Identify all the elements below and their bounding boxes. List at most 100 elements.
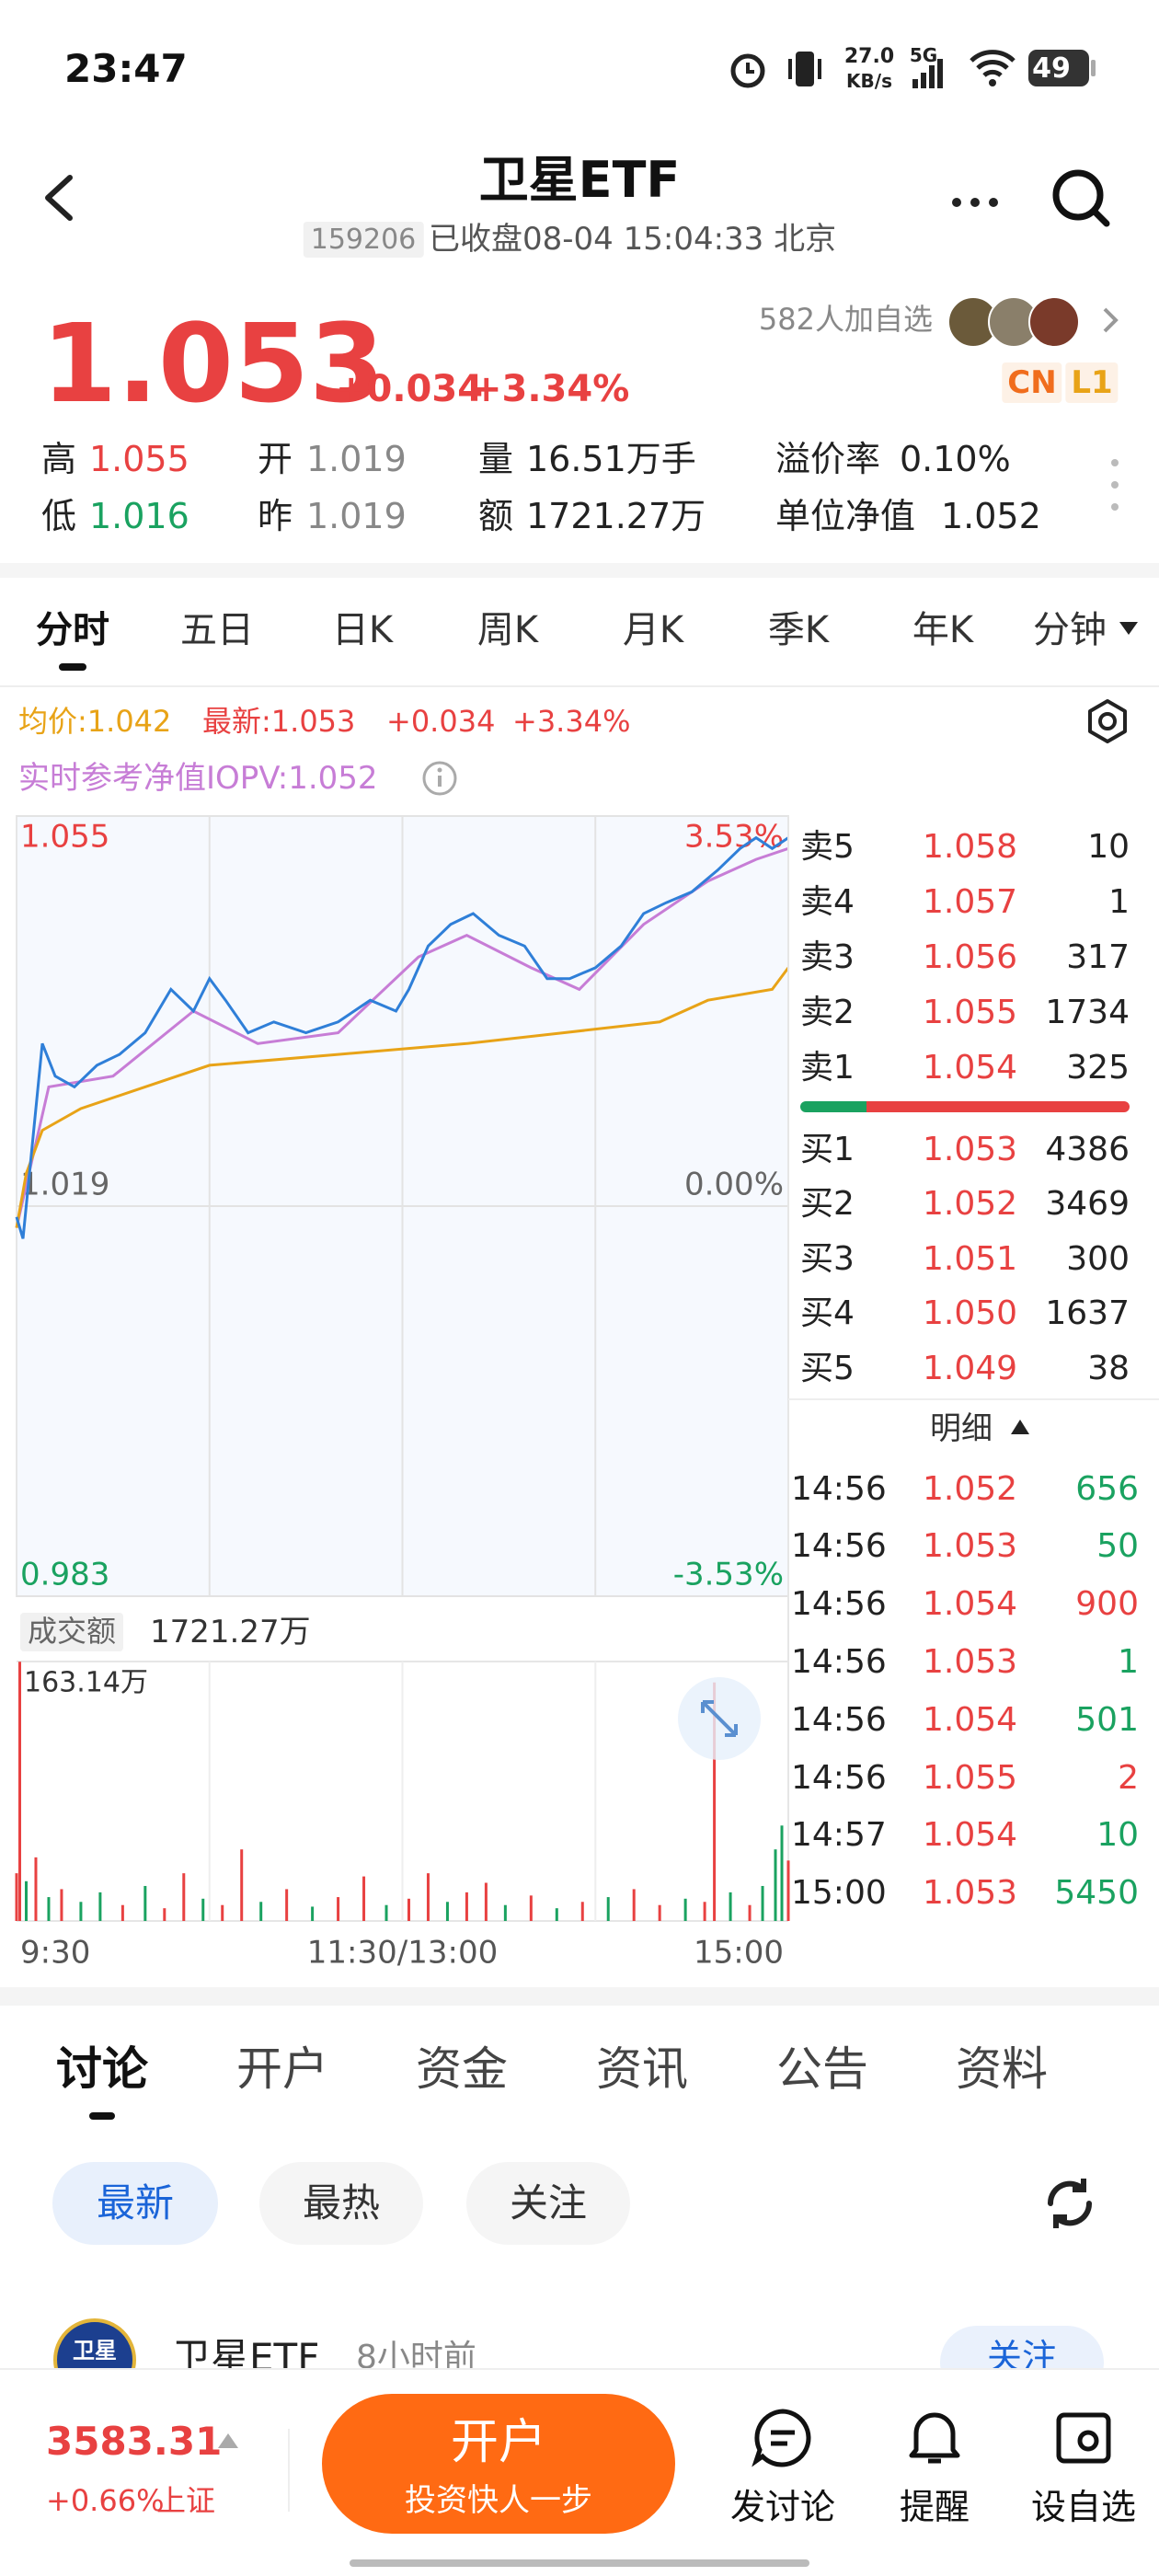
volume-bar <box>580 1902 584 1921</box>
stats-more[interactable] <box>1104 455 1126 514</box>
volume-bar <box>683 1898 687 1921</box>
settings-button[interactable] <box>1084 697 1131 745</box>
trade-time: 14:56 <box>791 1527 887 1566</box>
x-tick-label: 9:30 <box>20 1935 90 1972</box>
trade-time: 14:56 <box>791 1469 887 1508</box>
back-button[interactable] <box>37 170 83 225</box>
vibrate-icon-glyph <box>788 52 821 86</box>
chip[interactable] <box>52 2162 218 2245</box>
watchers-arrow[interactable] <box>1100 305 1122 335</box>
content-tab[interactable]: 资讯 <box>596 2041 688 2096</box>
watcher-avatar <box>1028 296 1080 348</box>
section-gap <box>0 563 1159 578</box>
volume-bar <box>362 1876 366 1921</box>
volume-bar <box>713 1682 717 1921</box>
chart-tab[interactable]: 季K <box>767 609 830 651</box>
signal-icon <box>911 57 947 90</box>
trade-volume: 2 <box>1118 1758 1139 1797</box>
ratio-bar-bid <box>800 1101 866 1112</box>
action-label: 发讨论 <box>729 2487 836 2528</box>
volume-bar <box>24 1880 28 1921</box>
bid-price: 1.051 <box>923 1239 1018 1278</box>
stat-value: 1.019 <box>306 439 407 480</box>
bid-price: 1.050 <box>923 1294 1018 1333</box>
action-icon[interactable] <box>1051 2406 1116 2470</box>
chart-tab[interactable]: 周K <box>476 609 539 651</box>
more-button-glyph <box>952 198 998 207</box>
content-tab[interactable]: 公告 <box>776 2041 868 2096</box>
trade-time: 14:56 <box>791 1643 887 1681</box>
ask-label: 卖2 <box>800 993 855 1031</box>
battery-cap <box>1091 60 1096 76</box>
chip[interactable] <box>466 2162 630 2245</box>
content-tab[interactable]: 资金 <box>416 2041 508 2096</box>
bid-volume: 1637 <box>1045 1294 1130 1333</box>
details-title[interactable]: 明细 <box>930 1409 993 1447</box>
content-tab[interactable]: 讨论 <box>56 2041 148 2096</box>
signal-icon-glyph <box>912 59 943 88</box>
volume-bar <box>337 1897 340 1921</box>
content-tab[interactable]: 开户 <box>236 2041 328 2096</box>
stat-value: 1.052 <box>941 496 1041 537</box>
chart-tab[interactable]: 分钟 <box>1033 609 1107 651</box>
ask-volume: 1734 <box>1045 993 1130 1031</box>
trade-time: 14:57 <box>791 1816 887 1855</box>
wifi-icon-glyph <box>970 50 1016 86</box>
volume-bar <box>60 1889 63 1921</box>
market-status: 已收盘08-04 15:04:33 北京 <box>429 220 837 258</box>
quote-badge: CN <box>1002 362 1062 404</box>
refresh-button[interactable] <box>1038 2171 1102 2236</box>
trade-time: 15:00 <box>791 1874 887 1913</box>
section-gap <box>0 1987 1159 2006</box>
index-arrow-glyph <box>218 2433 238 2448</box>
bid-volume: 300 <box>1066 1239 1130 1278</box>
volume-bar <box>259 1902 263 1921</box>
stat-label: 昨 <box>258 496 293 537</box>
chart-tab[interactable]: 日K <box>331 609 394 651</box>
volume-bar <box>311 1906 315 1921</box>
stat-label: 溢价率 <box>775 439 881 480</box>
tab-dropdown-glyph <box>1119 622 1138 635</box>
action-icon[interactable] <box>902 2406 967 2470</box>
stat-value: 1721.27万 <box>526 496 706 537</box>
index-arrow <box>217 2432 239 2449</box>
volume-label: 成交额 <box>20 1613 124 1651</box>
trade-price: 1.054 <box>923 1585 1018 1624</box>
trade-price: 1.053 <box>923 1874 1018 1913</box>
action-icon[interactable] <box>751 2406 815 2470</box>
stat-label: 开 <box>258 439 293 480</box>
stat-value: 1.016 <box>89 496 189 537</box>
stat-value: 0.10% <box>900 439 1011 480</box>
quote-badge: L1 <box>1065 362 1119 404</box>
volume-bar <box>182 1873 186 1921</box>
chart-tab[interactable]: 月K <box>622 609 684 651</box>
chip[interactable] <box>259 2162 423 2245</box>
trade-volume: 50 <box>1096 1527 1139 1566</box>
volume-bar <box>201 1898 205 1921</box>
divider <box>0 685 1159 687</box>
open-account-button[interactable] <box>322 2394 675 2534</box>
watchers-arrow-glyph <box>1103 307 1119 333</box>
ask-price: 1.055 <box>923 993 1018 1031</box>
volume-bar <box>407 1898 410 1921</box>
legend-change-pct: +3.34% <box>512 704 631 740</box>
chart-tab[interactable]: 分时 <box>36 609 109 651</box>
bid-label: 买3 <box>800 1239 855 1278</box>
trade-price: 1.054 <box>923 1700 1018 1739</box>
net-speed: 27.0 <box>843 44 895 68</box>
chip-label: 最热 <box>302 2179 381 2225</box>
search-button[interactable] <box>1049 166 1113 230</box>
content-tab[interactable]: 资料 <box>956 2041 1048 2096</box>
volume-bar <box>98 1892 102 1921</box>
chart-tab[interactable]: 五日 <box>180 609 254 651</box>
ask-volume: 317 <box>1066 937 1130 976</box>
more-button[interactable] <box>947 189 1003 216</box>
battery <box>1028 50 1089 86</box>
latest-price: 最新:1.053 <box>202 704 356 740</box>
battery-level: 49 <box>1032 52 1071 85</box>
vibrate-icon <box>786 48 823 90</box>
chart-tab[interactable]: 年K <box>912 609 974 651</box>
trade-volume: 501 <box>1075 1700 1139 1739</box>
action-label: 提醒 <box>899 2487 970 2528</box>
